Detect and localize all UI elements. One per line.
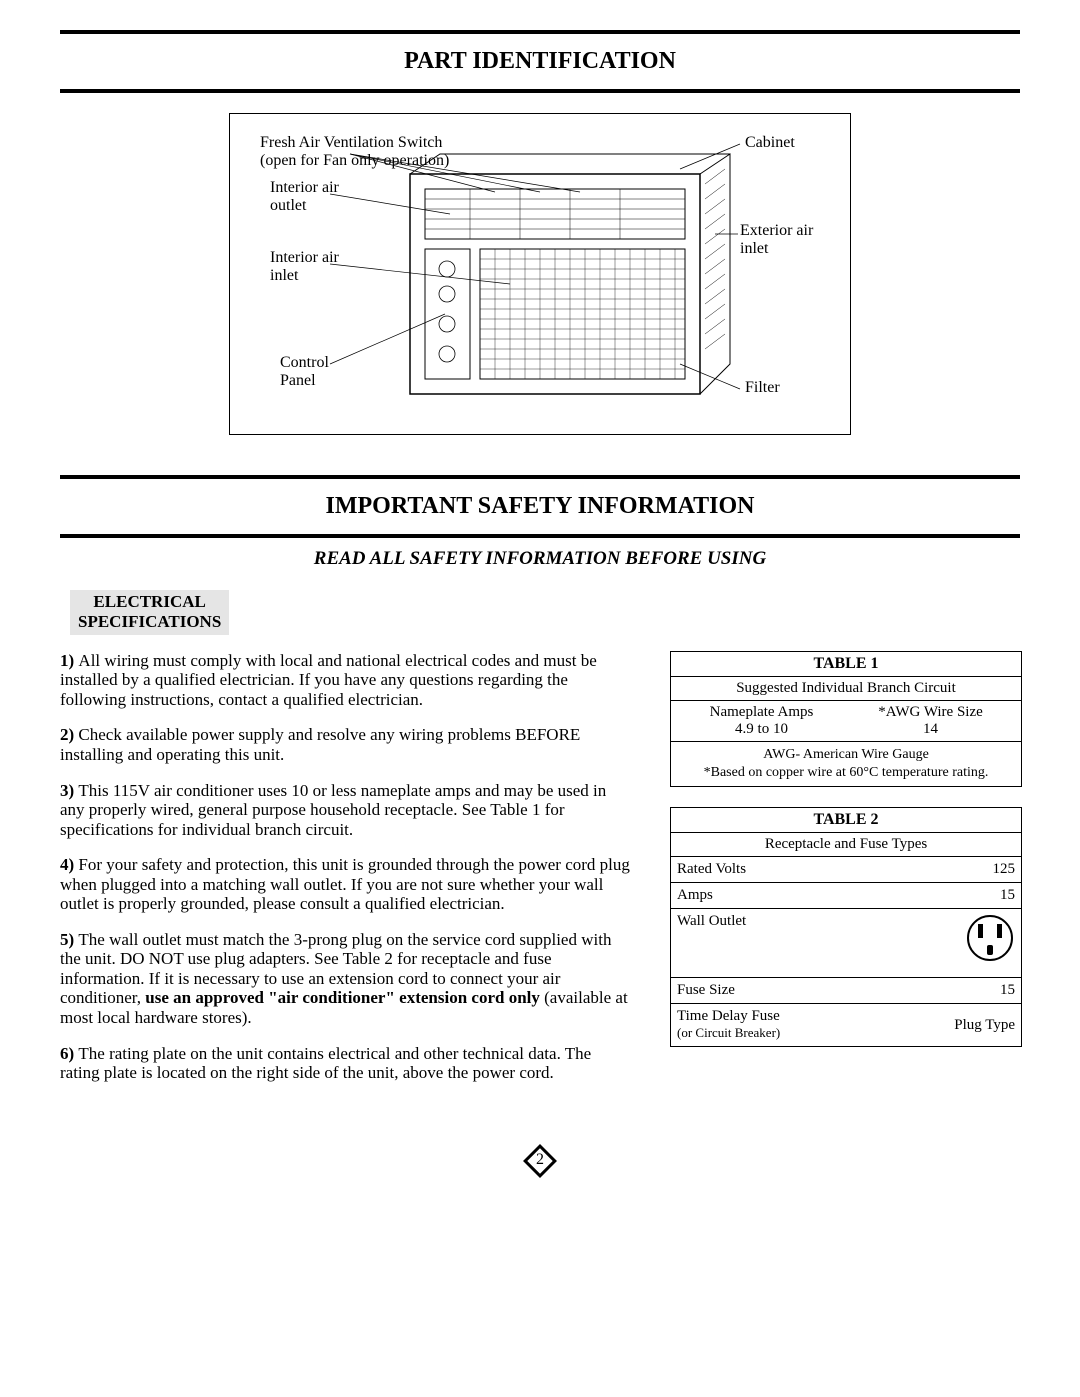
tables-column: TABLE 1 Suggested Individual Branch Circ… [670, 651, 1020, 1099]
label-fresh-air: Fresh Air Ventilation Switch (open for F… [260, 134, 449, 169]
label-control-panel-line2: Panel [280, 372, 316, 389]
electrical-header: ELECTRICAL SPECIFICATIONS [70, 590, 229, 635]
page-footer: 2 [60, 1139, 1020, 1179]
table1-col2-header: *AWG Wire Size [878, 704, 983, 720]
para-1: 1) All wiring must comply with local and… [60, 651, 630, 710]
label-filter: Filter [745, 379, 780, 397]
table1-col1-value: 4.9 to 10 [735, 721, 788, 737]
para-2-text: Check available power supply and resolve… [60, 725, 580, 764]
table2-fuse-value: 15 [1000, 982, 1015, 999]
outlet-icon [965, 913, 1015, 968]
section-title-safety: IMPORTANT SAFETY INFORMATION [60, 493, 1020, 520]
electrical-header-line2: SPECIFICATIONS [78, 612, 221, 631]
label-interior-inlet: Interior air inlet [270, 249, 339, 284]
table2-delay-sub: (or Circuit Breaker) [677, 1025, 780, 1040]
electrical-header-line1: ELECTRICAL [93, 592, 205, 611]
table1-col1: Nameplate Amps 4.9 to 10 [677, 704, 846, 738]
table1-col2-value: 14 [923, 721, 938, 737]
table2-delay-label: Time Delay Fuse [677, 1008, 780, 1024]
page-number-diamond: 2 [518, 1139, 562, 1188]
label-fresh-air-line2: (open for Fan only operation) [260, 152, 449, 169]
table-2: TABLE 2 Receptacle and Fuse Types Rated … [670, 807, 1022, 1047]
para-2-num: 2) [60, 725, 78, 744]
table1-title: TABLE 1 [671, 652, 1021, 677]
safety-subtitle: READ ALL SAFETY INFORMATION BEFORE USING [60, 548, 1020, 570]
label-fresh-air-line1: Fresh Air Ventilation Switch [260, 134, 442, 151]
table2-amps-value: 15 [1000, 887, 1015, 904]
rule-under-title1 [60, 89, 1020, 93]
para-1-num: 1) [60, 651, 78, 670]
table2-outlet-label: Wall Outlet [677, 913, 746, 930]
table-1: TABLE 1 Suggested Individual Branch Circ… [670, 651, 1022, 787]
label-exterior-inlet: Exterior air inlet [740, 222, 813, 257]
table2-amps-label: Amps [677, 887, 713, 904]
rule-top [60, 30, 1020, 34]
table2-subtitle: Receptacle and Fuse Types [671, 833, 1021, 857]
para-5-num: 5) [60, 930, 78, 949]
para-3-text: This 115V air conditioner uses 10 or les… [60, 781, 606, 839]
page-number: 2 [518, 1151, 562, 1169]
table2-row-outlet: Wall Outlet [671, 909, 1021, 978]
table1-data-row: Nameplate Amps 4.9 to 10 *AWG Wire Size … [671, 701, 1021, 742]
table1-col2: *AWG Wire Size 14 [846, 704, 1015, 738]
label-interior-outlet: Interior air outlet [270, 179, 339, 214]
table2-row-fuse: Fuse Size 15 [671, 978, 1021, 1004]
table2-delay-label-wrap: Time Delay Fuse (or Circuit Breaker) [677, 1008, 780, 1042]
para-4-num: 4) [60, 855, 78, 874]
table2-title: TABLE 2 [671, 808, 1021, 833]
para-5: 5) The wall outlet must match the 3-pron… [60, 930, 630, 1028]
table2-row-volts: Rated Volts 125 [671, 857, 1021, 883]
table2-fuse-label: Fuse Size [677, 982, 735, 999]
label-cabinet: Cabinet [745, 134, 795, 152]
table1-footer-line1: AWG- American Wire Gauge [763, 747, 929, 762]
table2-volts-value: 125 [993, 861, 1016, 878]
table1-subtitle: Suggested Individual Branch Circuit [671, 677, 1021, 701]
label-control-panel: Control Panel [280, 354, 329, 389]
label-interior-inlet-line1: Interior air [270, 249, 339, 266]
table2-row-amps: Amps 15 [671, 883, 1021, 909]
para-6-num: 6) [60, 1044, 78, 1063]
label-interior-inlet-line2: inlet [270, 267, 298, 284]
label-control-panel-line1: Control [280, 354, 329, 371]
rule-top2 [60, 475, 1020, 479]
label-exterior-inlet-line2: inlet [740, 240, 768, 257]
table2-delay-value: Plug Type [954, 1017, 1015, 1034]
para-6-text: The rating plate on the unit contains el… [60, 1044, 591, 1083]
electrical-text-column: 1) All wiring must comply with local and… [60, 651, 630, 1099]
para-5-text-b: use an approved "air conditioner" extens… [145, 988, 540, 1007]
label-exterior-inlet-line1: Exterior air [740, 222, 813, 239]
table1-col1-header: Nameplate Amps [710, 704, 814, 720]
table2-volts-label: Rated Volts [677, 861, 746, 878]
label-interior-outlet-line2: outlet [270, 197, 306, 214]
para-4-text: For your safety and protection, this uni… [60, 855, 630, 913]
para-1-text: All wiring must comply with local and na… [60, 651, 597, 709]
para-3-num: 3) [60, 781, 78, 800]
section-title-parts: PART IDENTIFICATION [60, 48, 1020, 75]
part-diagram: Fresh Air Ventilation Switch (open for F… [229, 113, 851, 435]
rule-under-title2 [60, 534, 1020, 538]
table1-footer-line2: *Based on copper wire at 60°C temperatur… [704, 765, 989, 780]
para-2: 2) Check available power supply and reso… [60, 725, 630, 764]
para-6: 6) The rating plate on the unit contains… [60, 1044, 630, 1083]
para-4: 4) For your safety and protection, this … [60, 855, 630, 914]
para-3: 3) This 115V air conditioner uses 10 or … [60, 781, 630, 840]
table1-footer: AWG- American Wire Gauge *Based on coppe… [671, 742, 1021, 786]
table2-row-delay: Time Delay Fuse (or Circuit Breaker) Plu… [671, 1004, 1021, 1046]
label-interior-outlet-line1: Interior air [270, 179, 339, 196]
